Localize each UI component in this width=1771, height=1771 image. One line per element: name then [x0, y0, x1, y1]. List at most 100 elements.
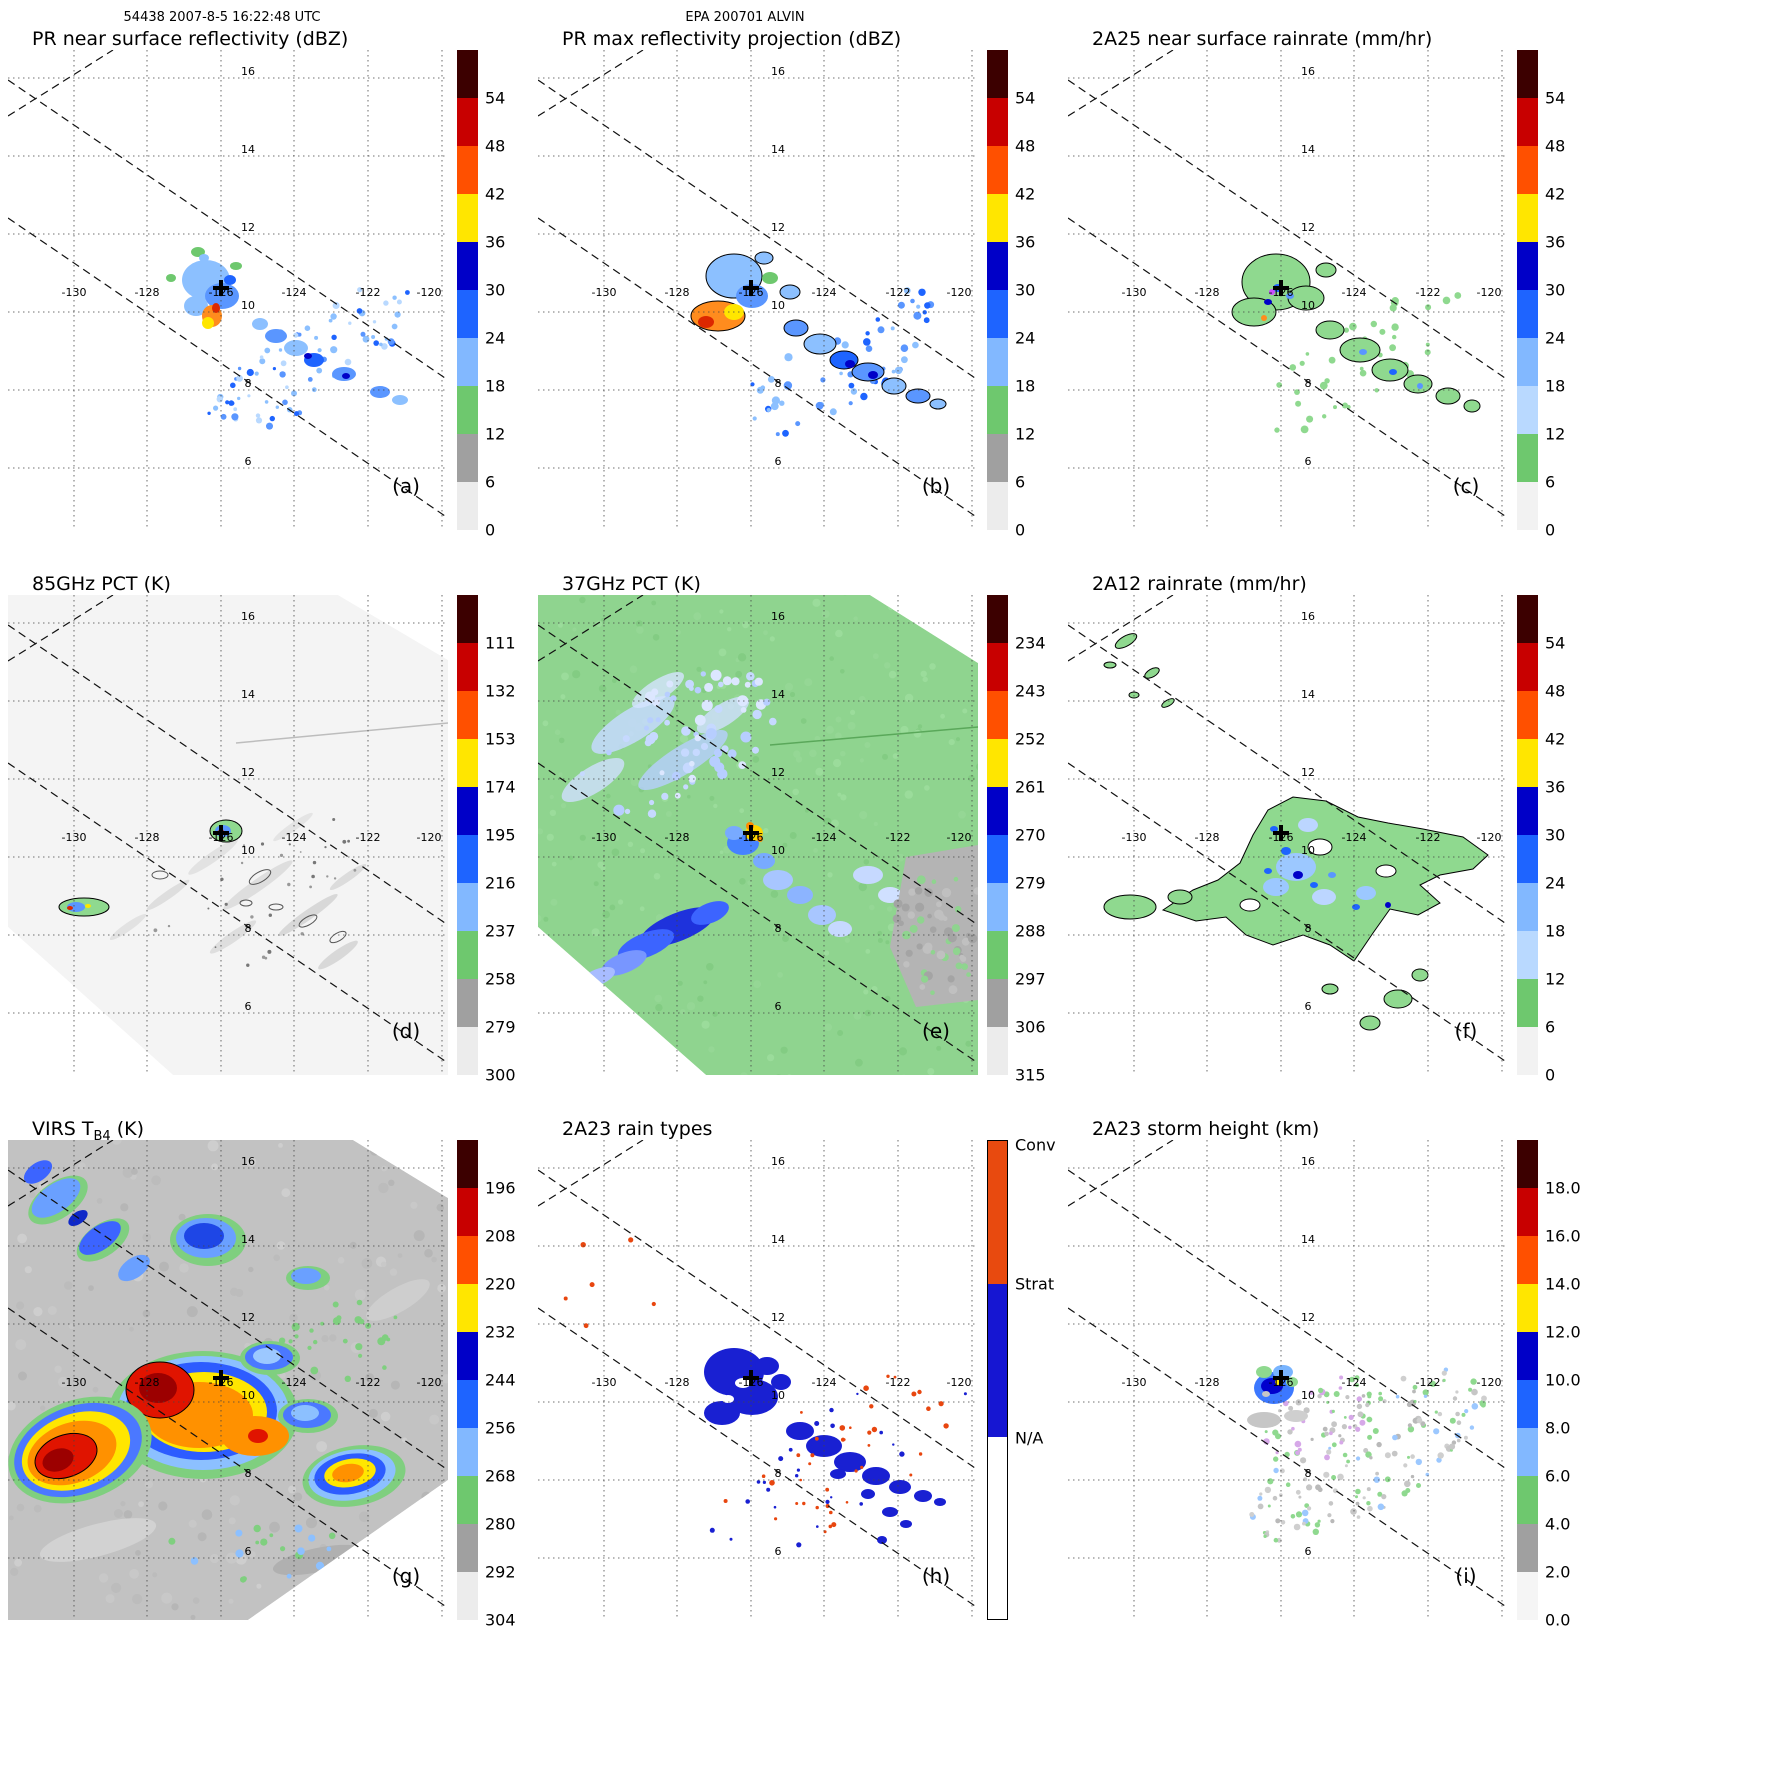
colorbar-segment — [987, 691, 1008, 739]
lat-label: 10 — [1301, 1389, 1315, 1402]
colorbar-tick-label: 42 — [1545, 184, 1566, 204]
grid-lines — [8, 50, 448, 530]
panel-title-text: 2A23 storm height (km) — [1092, 1118, 1320, 1140]
orbit-timestamp: 54438 2007-8-5 16:22:48 UTC — [123, 10, 321, 25]
swath-edge-lines — [8, 595, 448, 1064]
colorbar-tick-label: 54 — [1545, 88, 1566, 108]
colorbar-tick-label: 216 — [485, 873, 516, 893]
lon-label: -124 — [812, 286, 837, 299]
colorbar-segment — [1517, 482, 1538, 530]
colorbar-segment — [1517, 595, 1538, 643]
panel-title: 2A23 storm height (km) — [1092, 1118, 1319, 1140]
lat-label: 10 — [1301, 299, 1315, 312]
colorbar-tick-label: 48 — [485, 136, 506, 156]
colorbar-segment — [987, 1027, 1008, 1075]
colorbar-segment — [987, 242, 1008, 290]
colorbar — [457, 50, 478, 530]
colorbar-tick-label: 232 — [485, 1322, 516, 1342]
colorbar-tick-label: 18 — [1545, 376, 1566, 396]
colorbar — [457, 1140, 478, 1620]
lat-label: 12 — [241, 221, 255, 234]
colorbar-segment — [457, 739, 478, 787]
panel-letter: (c) — [1453, 474, 1480, 498]
lon-label: -130 — [62, 831, 87, 844]
colorbar-tick-label: 306 — [1015, 1017, 1046, 1037]
lat-label: 14 — [771, 688, 785, 701]
lat-label: 6 — [245, 455, 252, 468]
colorbar-tick-label: 220 — [485, 1274, 516, 1294]
lon-label: -130 — [592, 1376, 617, 1389]
colorbar-tick-label: 30 — [485, 280, 506, 300]
colorbar-segment — [457, 643, 478, 691]
lat-label: 8 — [1305, 922, 1312, 935]
colorbar-tick-label: 208 — [485, 1226, 516, 1246]
lat-label: 8 — [245, 377, 252, 390]
lon-label: -124 — [812, 831, 837, 844]
colorbar-segment — [457, 50, 478, 98]
colorbar-tick-label: 6 — [1015, 472, 1026, 492]
colorbar — [987, 50, 1008, 530]
colorbar-segment — [457, 1476, 478, 1524]
lat-label: 12 — [1301, 1311, 1315, 1324]
colorbar-tick-label: 0 — [1545, 1065, 1556, 1085]
panel-letter: (d) — [392, 1019, 420, 1043]
colorbar-segment — [988, 1284, 1007, 1438]
colorbar-tick-label: 54 — [1015, 88, 1036, 108]
colorbar-segment — [988, 1437, 1007, 1619]
panel-title-text: 85GHz PCT (K) — [32, 573, 171, 595]
colorbar-segment — [987, 98, 1008, 146]
colorbar-segment — [1517, 1476, 1538, 1524]
storm-center-marker — [743, 1370, 759, 1386]
colorbar-tick-label: N/A — [1015, 1428, 1044, 1448]
colorbar-segment — [457, 979, 478, 1027]
colorbar-segment — [988, 1141, 1007, 1285]
colorbar-tick-label: 261 — [1015, 777, 1046, 797]
lat-label: 14 — [241, 143, 255, 156]
panel-f: 2A12 rainrate (mm/hr) 16 14 12 10 8 6 -130 -128 -… — [1062, 571, 1592, 1116]
colorbar-segment — [1517, 643, 1538, 691]
colorbar-tick-label: 30 — [1545, 280, 1566, 300]
lat-label: 6 — [245, 1545, 252, 1558]
colorbar-segment — [1517, 835, 1538, 883]
colorbar-segment — [1517, 1380, 1538, 1428]
lon-label: -128 — [665, 831, 690, 844]
lat-label: 10 — [241, 1389, 255, 1402]
colorbar-tick-label: 279 — [1015, 873, 1046, 893]
panel-title-units: (K) — [110, 1118, 145, 1140]
data-layer — [1231, 253, 1481, 434]
lat-label: 8 — [245, 922, 252, 935]
colorbar-segment — [457, 290, 478, 338]
data-layer — [1247, 1365, 1487, 1543]
lat-label: 10 — [241, 844, 255, 857]
colorbar-segment — [457, 434, 478, 482]
colorbar-tick-label: 153 — [485, 729, 516, 749]
panel-letter: (e) — [922, 1019, 950, 1043]
lon-label: -124 — [1342, 831, 1367, 844]
lat-label: 8 — [1305, 377, 1312, 390]
lat-label: 16 — [241, 65, 255, 78]
lon-label: -124 — [282, 286, 307, 299]
colorbar — [1517, 595, 1538, 1075]
colorbar-tick-label: 42 — [1015, 184, 1036, 204]
colorbar-tick-label: 54 — [485, 88, 506, 108]
lat-label: 16 — [1301, 610, 1315, 623]
colorbar-tick-label: 36 — [1545, 777, 1566, 797]
colorbar-segment — [1517, 434, 1538, 482]
colorbar-segment — [1517, 1524, 1538, 1572]
colorbar — [987, 595, 1008, 1075]
lat-label: 10 — [1301, 844, 1315, 857]
colorbar-segment — [457, 1332, 478, 1380]
colorbar-segment — [987, 146, 1008, 194]
lon-label: -120 — [1477, 286, 1502, 299]
colorbar-tick-label: 304 — [485, 1610, 516, 1630]
lon-label: -120 — [417, 1376, 442, 1389]
colorbar-tick-label: 252 — [1015, 729, 1046, 749]
panel-title-text: PR max reflectivity projection (dBZ) — [562, 28, 902, 50]
colorbar-segment — [987, 979, 1008, 1027]
panel-d: 85GHz PCT (K) 16 14 12 10 8 6 -130 -128 -126 -124-… — [2, 571, 532, 1116]
lat-label: 12 — [771, 1311, 785, 1324]
